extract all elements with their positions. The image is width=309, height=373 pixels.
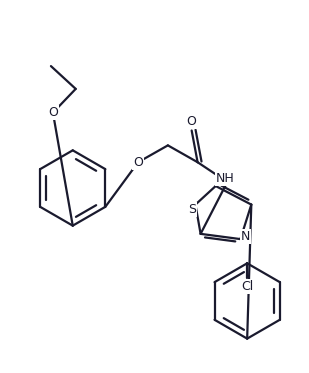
Text: O: O: [187, 115, 197, 128]
Text: Cl: Cl: [241, 280, 253, 292]
Text: O: O: [48, 106, 58, 119]
Text: O: O: [133, 156, 143, 169]
Text: N: N: [241, 230, 250, 242]
Text: S: S: [188, 203, 197, 216]
Text: NH: NH: [216, 172, 235, 185]
